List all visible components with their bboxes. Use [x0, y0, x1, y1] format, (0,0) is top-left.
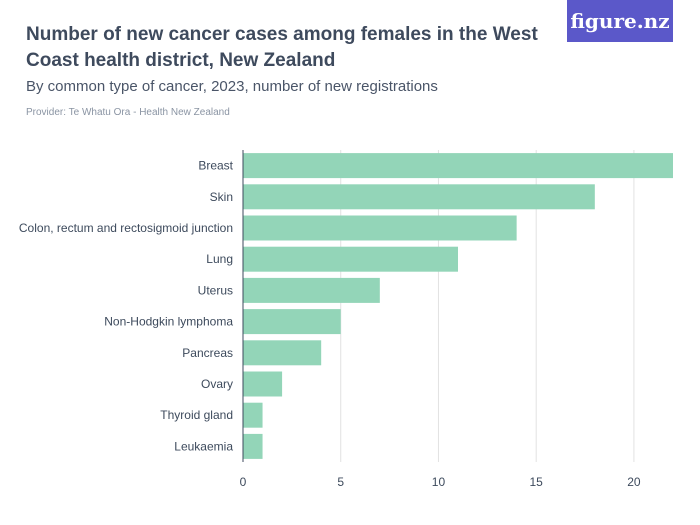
category-label: Thyroid gland — [160, 408, 233, 422]
bar[interactable] — [243, 153, 673, 179]
bar[interactable] — [243, 277, 380, 303]
chart-subtitle: By common type of cancer, 2023, number o… — [26, 78, 438, 95]
x-tick-label: 5 — [337, 475, 344, 489]
category-label: Leukaemia — [174, 439, 233, 453]
chart-title: Number of new cancer cases among females… — [26, 24, 538, 71]
bar[interactable] — [243, 184, 595, 210]
category-label: Breast — [198, 159, 233, 173]
category-label: Skin — [210, 190, 233, 204]
category-label: Lung — [206, 252, 233, 266]
data-provider: Provider: Te Whatu Ora - Health New Zeal… — [26, 107, 230, 118]
category-label: Uterus — [198, 283, 233, 297]
figure-nz-logo[interactable]: figure.nz — [567, 0, 673, 42]
bar[interactable] — [243, 402, 263, 428]
bar[interactable] — [243, 340, 322, 366]
bar[interactable] — [243, 433, 263, 459]
bar[interactable] — [243, 371, 283, 397]
bar[interactable] — [243, 309, 341, 335]
bar[interactable] — [243, 215, 517, 241]
x-axis-ticks: 0 5 10 15 20 — [240, 150, 641, 489]
x-tick-label: 0 — [240, 475, 247, 489]
x-tick-label: 20 — [627, 475, 641, 489]
bars — [243, 153, 673, 459]
category-label: Ovary — [201, 377, 233, 391]
x-tick-label: 15 — [530, 475, 544, 489]
category-label: Non-Hodgkin lymphoma — [104, 315, 233, 329]
category-label: Colon, rectum and rectosigmoid junction — [19, 221, 233, 235]
category-label: Pancreas — [182, 346, 233, 360]
bar[interactable] — [243, 246, 458, 272]
x-tick-label: 10 — [432, 475, 446, 489]
category-labels: Breast Skin Colon, rectum and rectosigmoid… — [19, 159, 234, 454]
